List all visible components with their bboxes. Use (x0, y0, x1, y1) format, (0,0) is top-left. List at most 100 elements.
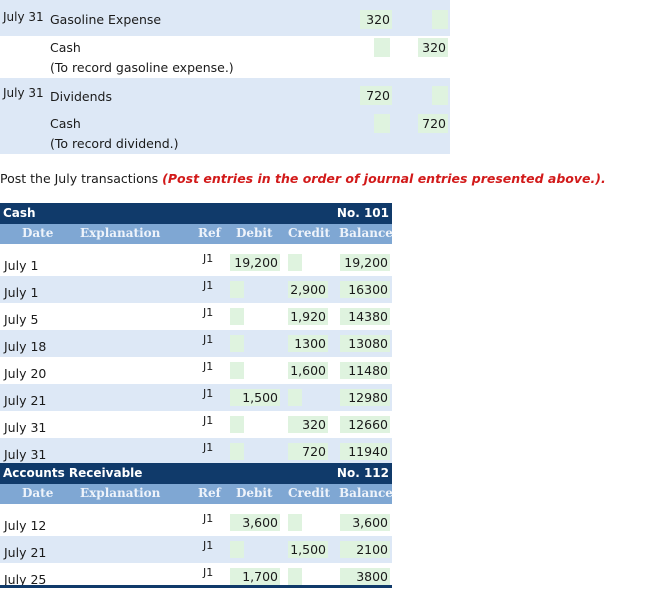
ledger-header-cash: Cash No. 101 (0, 203, 392, 224)
balance-input[interactable]: 11940 (340, 443, 390, 460)
row-ref: J1 (203, 360, 214, 373)
journal-entry-1-debit-row: July 31 Gasoline Expense 320 (0, 0, 450, 36)
credit-amount-input[interactable]: 720 (418, 114, 448, 133)
balance-input[interactable]: 11480 (340, 362, 390, 379)
credit-input[interactable]: 1,500 (288, 541, 328, 558)
credit-input[interactable] (288, 514, 302, 531)
row-ref: J1 (203, 566, 214, 579)
balance-input[interactable]: 16300 (340, 281, 390, 298)
journal-date: July 31 (3, 86, 44, 100)
journal-credit-account: Cash (50, 40, 81, 55)
balance-input[interactable]: 19,200 (340, 254, 390, 271)
debit-amount-input[interactable]: 720 (360, 86, 392, 105)
debit-input[interactable] (230, 443, 244, 460)
journal-debit-account: Gasoline Expense (50, 12, 162, 27)
row-date: July 12 (4, 518, 47, 533)
ledger-header-accounts-receivable: Accounts Receivable No. 112 (0, 463, 392, 484)
balance-input[interactable]: 13080 (340, 335, 390, 352)
row-date: July 5 (4, 312, 39, 327)
ledger-row: July 21 J1 1,500 2100 (0, 536, 392, 563)
journal-explanation: (To record gasoline expense.) (50, 60, 234, 75)
ledger-row: July 31 J1 320 12660 (0, 411, 392, 438)
row-ref: J1 (203, 333, 214, 346)
debit-input[interactable]: 1,700 (230, 568, 280, 585)
journal-date: July 31 (3, 10, 44, 24)
credit-input[interactable]: 1300 (288, 335, 328, 352)
row-ref: J1 (203, 512, 214, 525)
debit-input[interactable] (230, 541, 244, 558)
credit-amount-input[interactable] (432, 10, 448, 29)
col-balance: Balance (339, 486, 393, 500)
row-date: July 18 (4, 339, 47, 354)
col-date: Date (22, 486, 54, 500)
col-debit: Debit (236, 226, 273, 240)
col-explanation: Explanation (80, 486, 161, 500)
row-ref: J1 (203, 387, 214, 400)
credit-input[interactable]: 2,900 (288, 281, 328, 298)
balance-input[interactable]: 2100 (340, 541, 390, 558)
balance-input[interactable]: 3,600 (340, 514, 390, 531)
row-date: July 21 (4, 393, 47, 408)
credit-input[interactable]: 1,600 (288, 362, 328, 379)
instruction-emphasis: (Post entries in the order of journal en… (162, 171, 606, 186)
journal-entry-2: July 31 Dividends 720 Cash 720 (To recor… (0, 78, 450, 154)
ledger-row: July 20 J1 1,600 11480 (0, 357, 392, 384)
debit-input[interactable]: 19,200 (230, 254, 280, 271)
debit-amount-input[interactable] (374, 114, 390, 133)
row-date: July 31 (4, 420, 47, 435)
row-date: July 1 (4, 285, 39, 300)
balance-input[interactable]: 12660 (340, 416, 390, 433)
balance-input[interactable]: 12980 (340, 389, 390, 406)
credit-amount-input[interactable] (432, 86, 448, 105)
journal-debit-account: Dividends (50, 89, 112, 104)
credit-input[interactable] (288, 389, 302, 406)
instruction-text: Post the July transactions (Post entries… (0, 171, 606, 186)
col-credit: Credit (288, 226, 330, 240)
credit-input[interactable]: 720 (288, 443, 328, 460)
ledger-bottom-border (0, 585, 392, 588)
credit-amount-input[interactable]: 320 (418, 38, 448, 57)
credit-input[interactable] (288, 568, 302, 585)
debit-amount-input[interactable] (374, 38, 390, 57)
journal-explanation: (To record dividend.) (50, 136, 179, 151)
ledger-number: No. 112 (336, 466, 389, 480)
debit-input[interactable] (230, 281, 244, 298)
ledger-row: July 12 J1 3,600 3,600 (0, 509, 392, 536)
row-date: July 1 (4, 258, 39, 273)
ledger-title: Accounts Receivable (3, 466, 143, 480)
ledger-column-headers: Date Explanation Ref Debit Credit Balanc… (0, 224, 393, 244)
debit-input[interactable] (230, 335, 244, 352)
ledger-row: July 18 J1 1300 13080 (0, 330, 392, 357)
col-date: Date (22, 226, 54, 240)
credit-input[interactable] (288, 254, 302, 271)
row-date: July 20 (4, 366, 47, 381)
balance-input[interactable]: 3800 (340, 568, 390, 585)
debit-input[interactable] (230, 362, 244, 379)
ledger-row: July 5 J1 1,920 14380 (0, 303, 392, 330)
row-date: July 21 (4, 545, 47, 560)
col-explanation: Explanation (80, 226, 161, 240)
ledger-row: July 31 J1 720 11940 (0, 438, 392, 465)
row-ref: J1 (203, 306, 214, 319)
row-ref: J1 (203, 441, 214, 454)
debit-input[interactable]: 1,500 (230, 389, 280, 406)
ledger-number: No. 101 (336, 206, 389, 220)
credit-input[interactable]: 320 (288, 416, 328, 433)
ledger-row: July 21 J1 1,500 12980 (0, 384, 392, 411)
row-ref: J1 (203, 414, 214, 427)
journal-entry-1-credit-row: Cash 320 (To record gasoline expense.) (0, 36, 450, 78)
col-ref: Ref (198, 486, 221, 500)
row-date: July 31 (4, 447, 47, 462)
col-ref: Ref (198, 226, 221, 240)
balance-input[interactable]: 14380 (340, 308, 390, 325)
ledger-column-headers: Date Explanation Ref Debit Credit Balanc… (0, 484, 393, 504)
journal-credit-account: Cash (50, 116, 81, 131)
ledger-row: July 1 J1 2,900 16300 (0, 276, 392, 303)
debit-input[interactable]: 3,600 (230, 514, 280, 531)
credit-input[interactable]: 1,920 (288, 308, 328, 325)
debit-input[interactable] (230, 416, 244, 433)
row-ref: J1 (203, 279, 214, 292)
col-credit: Credit (288, 486, 330, 500)
debit-amount-input[interactable]: 320 (360, 10, 392, 29)
debit-input[interactable] (230, 308, 244, 325)
